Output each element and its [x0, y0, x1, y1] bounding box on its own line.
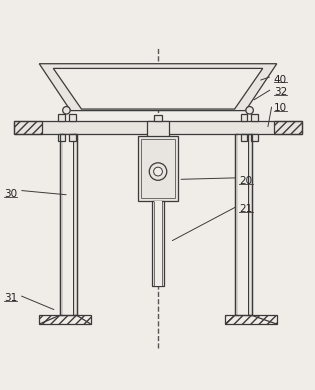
Circle shape — [63, 106, 70, 114]
Bar — [58, 114, 65, 121]
Bar — [60, 134, 63, 316]
Bar — [225, 316, 277, 324]
Text: 40: 40 — [274, 74, 287, 85]
Text: 31: 31 — [4, 293, 17, 303]
Bar — [154, 201, 162, 285]
Circle shape — [149, 163, 167, 180]
Bar — [154, 115, 162, 121]
Bar — [39, 316, 91, 324]
Bar — [235, 134, 238, 316]
Bar — [251, 114, 258, 121]
Bar — [69, 134, 76, 141]
Text: 30: 30 — [4, 189, 17, 199]
Circle shape — [154, 167, 163, 176]
Bar — [14, 121, 302, 134]
Text: 20: 20 — [239, 176, 252, 186]
Bar — [241, 114, 247, 121]
Bar — [248, 134, 252, 316]
Polygon shape — [53, 68, 263, 109]
Bar — [60, 134, 77, 316]
Bar — [138, 136, 178, 201]
Polygon shape — [39, 64, 277, 111]
Bar — [238, 134, 248, 316]
Bar — [235, 134, 252, 316]
Bar — [73, 134, 77, 316]
Bar — [14, 121, 43, 134]
Bar — [274, 121, 302, 134]
Text: 21: 21 — [239, 204, 253, 215]
Bar — [251, 134, 258, 141]
Bar — [147, 121, 169, 142]
Bar — [152, 201, 164, 285]
Bar — [241, 134, 247, 141]
Bar — [69, 114, 76, 121]
Circle shape — [246, 106, 253, 114]
Text: 32: 32 — [274, 87, 287, 97]
Text: 10: 10 — [274, 103, 287, 113]
Bar — [63, 134, 73, 316]
Bar — [58, 134, 65, 141]
